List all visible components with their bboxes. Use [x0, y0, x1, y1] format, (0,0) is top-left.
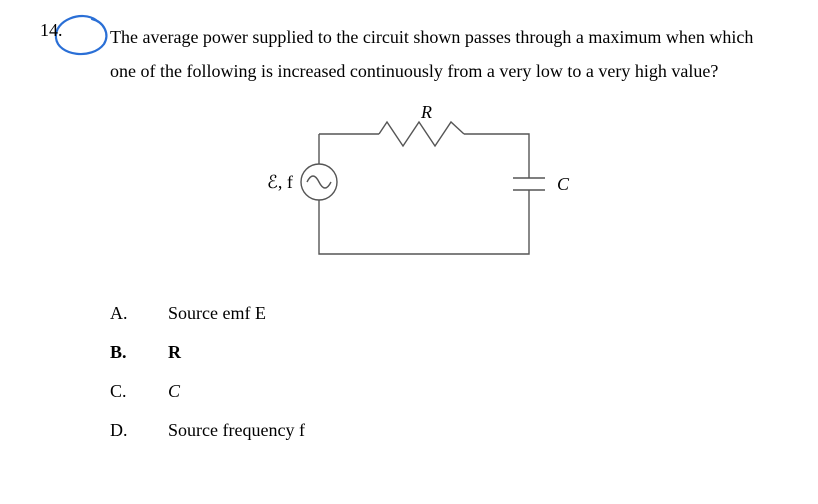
option-C: C. C	[110, 381, 778, 402]
label-source: ℰ, f	[267, 172, 293, 192]
question-line1: The average power supplied to the circui…	[110, 27, 753, 47]
option-D-letter: D.	[110, 420, 134, 441]
question-row: 14. The average power supplied to the ci…	[40, 20, 778, 88]
question-text: The average power supplied to the circui…	[110, 20, 778, 88]
option-D-text: Source frequency f	[168, 420, 305, 441]
circuit-diagram: R C ℰ, f	[40, 104, 778, 279]
question-line2: one of the following is increased contin…	[110, 61, 718, 81]
question-number: 14.	[40, 20, 63, 40]
label-R: R	[420, 104, 432, 122]
question-number-wrap: 14.	[40, 20, 90, 41]
option-D: D. Source frequency f	[110, 420, 778, 441]
circuit-svg: R C ℰ, f	[229, 104, 589, 274]
option-B-letter: B.	[110, 342, 134, 363]
option-A-letter: A.	[110, 303, 134, 324]
option-B-text: R	[168, 342, 181, 363]
option-C-letter: C.	[110, 381, 134, 402]
option-B: B. R	[110, 342, 778, 363]
options-block: A. Source emf E B. R C. C D. Source freq…	[110, 303, 778, 441]
label-C: C	[557, 174, 570, 194]
option-C-text: C	[168, 381, 180, 402]
option-A-text: Source emf E	[168, 303, 266, 324]
option-A: A. Source emf E	[110, 303, 778, 324]
